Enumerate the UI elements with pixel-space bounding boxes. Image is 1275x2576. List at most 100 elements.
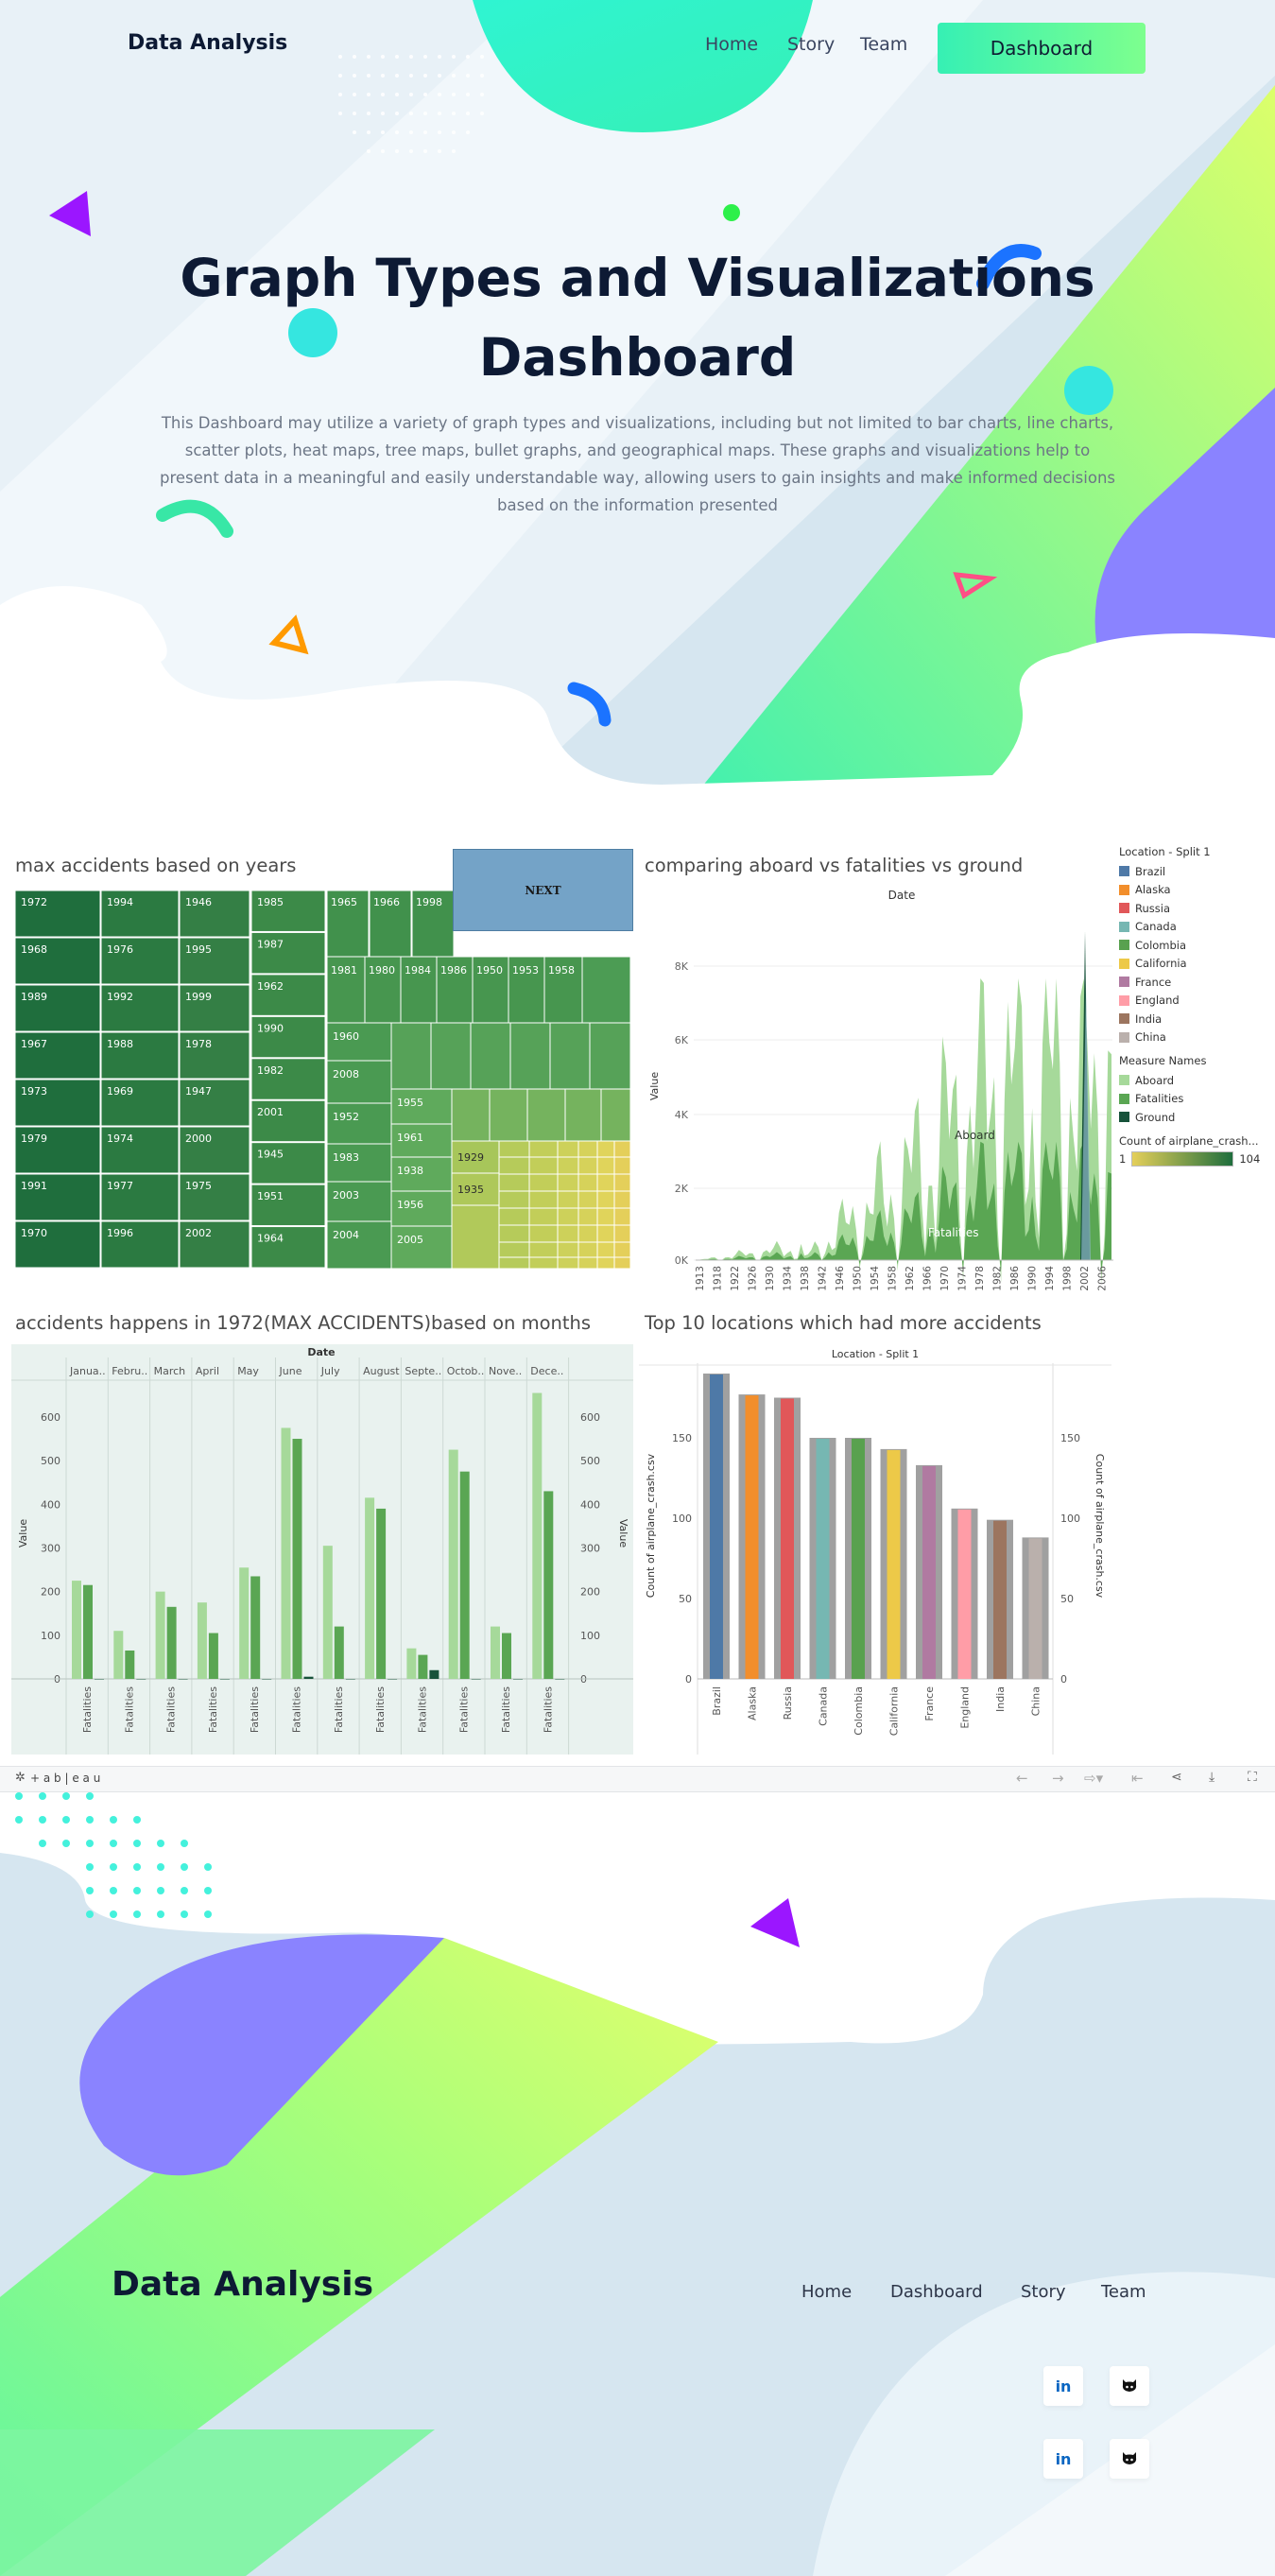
month-bar-ground[interactable] bbox=[262, 1679, 272, 1680]
footer-link-story[interactable]: Story bbox=[1021, 2282, 1066, 2302]
location-bar-china[interactable] bbox=[1028, 1538, 1042, 1679]
treemap-cell[interactable] bbox=[613, 1241, 630, 1258]
treemap-cell[interactable] bbox=[498, 1190, 530, 1209]
month-bar-aboard[interactable] bbox=[491, 1626, 500, 1679]
treemap-cell[interactable] bbox=[250, 890, 326, 932]
treemap-cell[interactable] bbox=[577, 1173, 598, 1192]
treemap-cell[interactable] bbox=[100, 890, 180, 938]
legend-location-item[interactable]: Alaska bbox=[1119, 881, 1270, 900]
month-bar-fatalities[interactable] bbox=[502, 1633, 511, 1679]
treemap-cell[interactable] bbox=[577, 1256, 598, 1269]
treemap-cell[interactable] bbox=[250, 1058, 326, 1100]
treemap-cell[interactable] bbox=[557, 1224, 579, 1243]
treemap-cell[interactable] bbox=[543, 956, 583, 1024]
treemap-cell[interactable] bbox=[528, 1190, 559, 1209]
treemap-cell[interactable] bbox=[557, 1256, 579, 1269]
treemap-cell[interactable] bbox=[589, 1022, 630, 1090]
treemap-cell[interactable] bbox=[15, 1031, 101, 1080]
footer-brand[interactable]: Data Analysis bbox=[112, 2265, 373, 2304]
location-bar-canada[interactable] bbox=[816, 1439, 830, 1679]
redo-icon[interactable]: → bbox=[1052, 1770, 1064, 1787]
location-bar-colombia[interactable] bbox=[852, 1439, 865, 1679]
treemap-cell[interactable] bbox=[613, 1140, 630, 1158]
treemap-cell[interactable] bbox=[390, 1022, 432, 1090]
treemap-cell[interactable] bbox=[577, 1140, 598, 1158]
month-bar-aboard[interactable] bbox=[239, 1567, 250, 1679]
location-bar-brazil[interactable] bbox=[710, 1374, 723, 1679]
treemap-cell[interactable] bbox=[528, 1224, 559, 1243]
location-bar-russia[interactable] bbox=[781, 1398, 794, 1680]
treemap-cell[interactable] bbox=[15, 1126, 101, 1174]
treemap-cell[interactable] bbox=[470, 1022, 511, 1090]
treemap-cell[interactable] bbox=[326, 1181, 392, 1222]
treemap-cell[interactable] bbox=[15, 1079, 101, 1127]
treemap-cell[interactable] bbox=[100, 1079, 180, 1127]
month-bar-ground[interactable] bbox=[429, 1669, 439, 1679]
treemap-cell[interactable] bbox=[179, 1220, 250, 1269]
legend-measure-item[interactable]: Fatalities bbox=[1119, 1090, 1270, 1109]
github-button-2[interactable] bbox=[1110, 2439, 1149, 2479]
month-bar-ground[interactable] bbox=[513, 1679, 523, 1680]
month-bar-aboard[interactable] bbox=[281, 1427, 291, 1679]
treemap-cell[interactable] bbox=[613, 1156, 630, 1175]
treemap-cell[interactable] bbox=[100, 1126, 180, 1174]
location-bar-california[interactable] bbox=[887, 1449, 901, 1679]
month-bar-aboard[interactable] bbox=[365, 1497, 375, 1679]
treemap-cell[interactable] bbox=[326, 890, 370, 958]
treemap-cell[interactable] bbox=[596, 1140, 615, 1158]
treemap-cell[interactable] bbox=[100, 1173, 180, 1221]
month-bar-fatalities[interactable] bbox=[292, 1439, 302, 1679]
nav-home[interactable]: Home bbox=[705, 34, 759, 55]
treemap-cell[interactable] bbox=[596, 1190, 615, 1209]
month-bar-fatalities[interactable] bbox=[250, 1576, 261, 1679]
treemap-cell[interactable] bbox=[528, 1140, 559, 1158]
location-bar-england[interactable] bbox=[957, 1509, 972, 1679]
treemap-cell[interactable] bbox=[100, 1031, 180, 1080]
footer-link-home[interactable]: Home bbox=[801, 2282, 853, 2302]
treemap-cell[interactable] bbox=[250, 1099, 326, 1143]
treemap-cell[interactable] bbox=[613, 1190, 630, 1209]
linkedin-button-2[interactable]: in bbox=[1043, 2439, 1083, 2479]
nav-team[interactable]: Team bbox=[860, 34, 908, 55]
legend-location-item[interactable]: Brazil bbox=[1119, 862, 1270, 881]
month-bar-fatalities[interactable] bbox=[208, 1633, 218, 1679]
treemap-cell[interactable] bbox=[528, 1173, 559, 1192]
treemap-cell[interactable] bbox=[577, 1190, 598, 1209]
month-bar-ground[interactable] bbox=[555, 1679, 565, 1680]
location-bar-india[interactable] bbox=[993, 1520, 1007, 1679]
treemap-cell[interactable] bbox=[430, 1022, 472, 1090]
nav-story[interactable]: Story bbox=[787, 34, 836, 55]
month-bar-ground[interactable] bbox=[95, 1679, 104, 1680]
treemap-cell[interactable] bbox=[250, 1184, 326, 1227]
month-bar-chart[interactable]: Date Value Value 600 600 500 500 400 400 300 300 20… bbox=[11, 1344, 633, 1755]
month-bar-fatalities[interactable] bbox=[376, 1508, 387, 1679]
treemap-cell[interactable] bbox=[596, 1207, 615, 1226]
treemap-cell[interactable] bbox=[15, 890, 101, 938]
treemap-cell[interactable] bbox=[179, 1031, 250, 1080]
treemap-cell[interactable] bbox=[100, 937, 180, 985]
treemap-cell[interactable] bbox=[508, 956, 545, 1024]
treemap-cell[interactable] bbox=[451, 1140, 500, 1174]
treemap-cell[interactable] bbox=[549, 1022, 591, 1090]
fullscreen-icon[interactable]: ⛶ bbox=[1248, 1770, 1257, 1785]
legend-location-item[interactable]: China bbox=[1119, 1029, 1270, 1047]
treemap-cell[interactable] bbox=[557, 1207, 579, 1226]
treemap-cell[interactable] bbox=[400, 956, 438, 1024]
treemap-cell[interactable] bbox=[498, 1207, 530, 1226]
legend-location-item[interactable]: Colombia bbox=[1119, 936, 1270, 955]
treemap-cell[interactable] bbox=[179, 937, 250, 985]
treemap-cell[interactable] bbox=[596, 1241, 615, 1258]
treemap-cell[interactable] bbox=[596, 1224, 615, 1243]
treemap-cell[interactable] bbox=[596, 1256, 615, 1269]
month-bar-aboard[interactable] bbox=[406, 1648, 417, 1679]
treemap-cell[interactable] bbox=[564, 1088, 602, 1142]
legend-measure-item[interactable]: Ground bbox=[1119, 1108, 1270, 1127]
treemap-cell[interactable] bbox=[15, 1220, 101, 1269]
month-bar-aboard[interactable] bbox=[197, 1602, 207, 1679]
legend-location-item[interactable]: England bbox=[1119, 992, 1270, 1011]
footer-link-dashboard[interactable]: Dashboard bbox=[890, 2282, 983, 2302]
treemap-cell[interactable] bbox=[526, 1088, 566, 1142]
treemap-cell[interactable] bbox=[326, 1060, 392, 1104]
month-bar-aboard[interactable] bbox=[72, 1581, 81, 1679]
treemap-cell[interactable] bbox=[390, 1123, 453, 1158]
